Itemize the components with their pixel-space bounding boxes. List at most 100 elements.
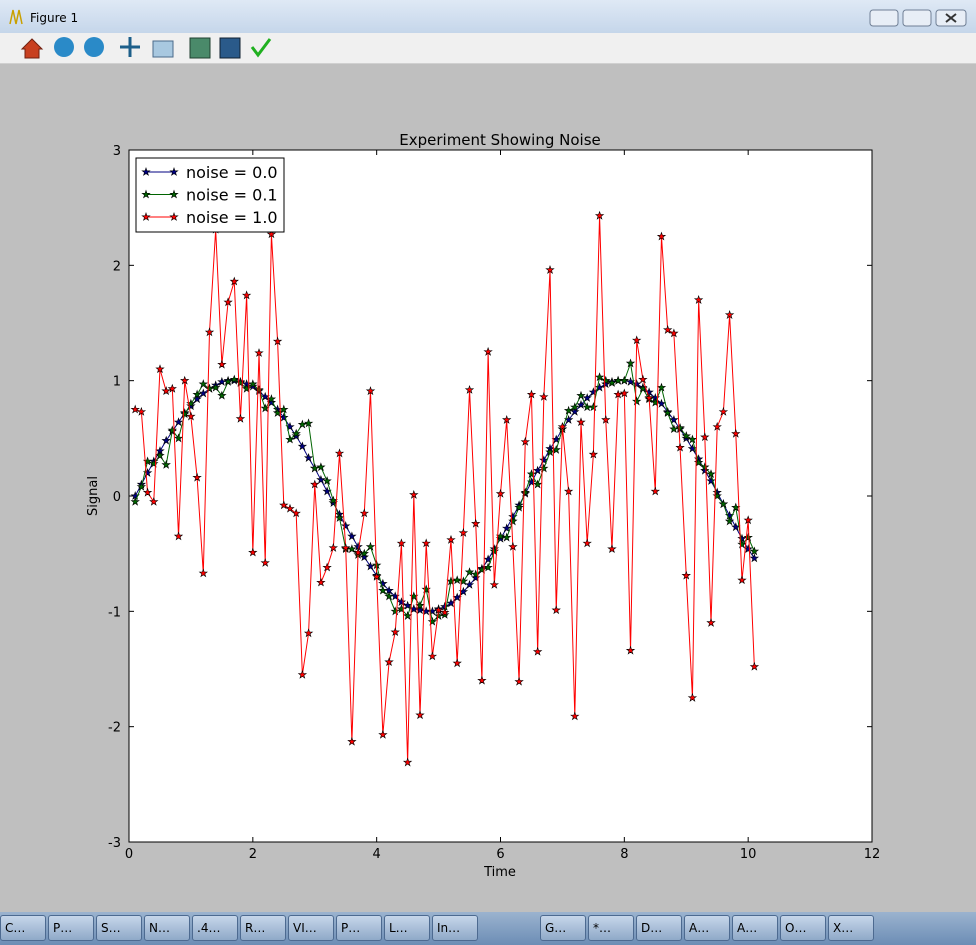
taskbar-item[interactable]: R… <box>240 915 286 941</box>
data-point <box>155 364 165 374</box>
data-point <box>211 382 221 392</box>
data-point <box>378 585 388 595</box>
data-point <box>613 389 623 399</box>
subplots-button[interactable] <box>189 37 211 59</box>
data-point <box>471 518 481 528</box>
data-point <box>334 512 345 522</box>
data-point <box>502 532 512 542</box>
taskbar-item[interactable]: L… <box>384 915 430 941</box>
taskbar-item[interactable]: G… <box>540 915 586 941</box>
data-point <box>625 645 636 655</box>
data-point <box>464 384 475 394</box>
data-point <box>347 736 357 746</box>
taskbar-item[interactable]: S… <box>96 915 142 941</box>
data-point <box>737 539 747 549</box>
taskbar-item[interactable]: O… <box>780 915 826 941</box>
data-point <box>601 414 611 424</box>
data-point <box>186 411 196 421</box>
data-point <box>241 290 252 300</box>
data-point <box>223 376 233 386</box>
data-point <box>737 575 747 585</box>
data-point <box>619 388 629 398</box>
data-point <box>310 479 320 489</box>
data-point <box>161 459 171 469</box>
y-axis-label: Signal <box>86 476 101 516</box>
edit-button[interactable] <box>250 38 272 58</box>
data-point <box>576 399 586 409</box>
data-point <box>402 600 413 610</box>
taskbar-item[interactable]: P… <box>336 915 382 941</box>
data-point <box>409 489 419 499</box>
taskbar-item[interactable]: In… <box>432 915 478 941</box>
taskbar-item[interactable]: D… <box>636 915 682 941</box>
data-point <box>669 424 679 434</box>
data-point <box>471 569 481 579</box>
data-point <box>551 605 561 615</box>
forward-button[interactable] <box>84 37 104 57</box>
data-point <box>427 651 438 661</box>
data-point <box>322 562 332 572</box>
x-tick-label: 4 <box>373 847 381 862</box>
data-point <box>532 479 543 489</box>
taskbar-item[interactable]: A… <box>732 915 778 941</box>
data-point <box>489 579 499 589</box>
data-point <box>303 418 314 428</box>
save-button[interactable] <box>219 37 241 59</box>
data-point <box>712 491 722 500</box>
data-point <box>378 729 388 739</box>
minimize-button[interactable] <box>869 9 899 27</box>
pan-button[interactable] <box>120 37 140 57</box>
home-button[interactable] <box>20 38 44 59</box>
zoom-button[interactable] <box>152 40 174 58</box>
back-button[interactable] <box>54 37 74 57</box>
data-point <box>192 389 202 399</box>
data-point <box>310 463 320 473</box>
taskbar-item[interactable]: A… <box>684 915 730 941</box>
data-point <box>502 523 512 533</box>
data-point <box>514 676 524 686</box>
data-point <box>272 336 283 346</box>
y-tick-label: 0 <box>113 490 121 505</box>
chart: Experiment Showing Noise Time Signal 0 2 4… <box>86 131 880 880</box>
data-point <box>458 576 469 586</box>
data-point <box>656 231 667 241</box>
data-point <box>526 477 537 487</box>
data-point <box>582 538 592 548</box>
data-point <box>229 276 239 286</box>
data-point <box>136 481 147 491</box>
data-point <box>396 597 407 607</box>
data-point <box>402 610 413 620</box>
data-point <box>341 542 351 552</box>
data-point <box>204 327 215 337</box>
data-point <box>217 390 227 400</box>
taskbar-item[interactable]: X… <box>828 915 874 941</box>
data-point <box>520 487 530 497</box>
data-point <box>526 469 537 479</box>
data-point <box>198 388 209 398</box>
data-point <box>223 297 233 307</box>
taskbar-item[interactable]: .4… <box>192 915 238 941</box>
legend-label: noise = 0.1 <box>186 186 278 205</box>
taskbar-item[interactable]: P… <box>48 915 94 941</box>
data-point <box>557 421 568 431</box>
taskbar-item[interactable]: C… <box>0 915 46 941</box>
data-point <box>328 542 338 552</box>
data-point <box>749 661 760 671</box>
data-point <box>384 591 394 601</box>
maximize-button[interactable] <box>902 9 932 27</box>
data-point <box>508 516 518 526</box>
taskbar-item[interactable]: VI… <box>288 915 334 941</box>
data-point <box>724 516 735 526</box>
data-point <box>483 554 493 564</box>
data-point <box>526 389 537 399</box>
data-point <box>632 396 642 406</box>
y-tick-label: 1 <box>113 375 121 390</box>
data-point <box>675 442 685 452</box>
taskbar-item[interactable]: N… <box>144 915 190 941</box>
data-point <box>297 441 308 451</box>
legend-marker <box>169 167 179 176</box>
data-point <box>149 496 159 506</box>
taskbar-item[interactable]: *… <box>588 915 634 941</box>
data-point <box>173 417 184 427</box>
data-point <box>539 391 549 401</box>
